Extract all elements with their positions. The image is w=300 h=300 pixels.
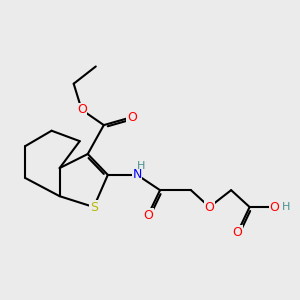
Text: O: O	[270, 200, 279, 214]
Text: S: S	[90, 200, 98, 214]
Text: H: H	[137, 161, 146, 171]
Text: N: N	[133, 168, 142, 182]
Text: H: H	[282, 202, 290, 212]
Text: O: O	[232, 226, 242, 239]
Text: O: O	[77, 103, 87, 116]
Text: O: O	[205, 200, 214, 214]
Text: O: O	[143, 208, 153, 222]
Text: O: O	[127, 111, 137, 124]
